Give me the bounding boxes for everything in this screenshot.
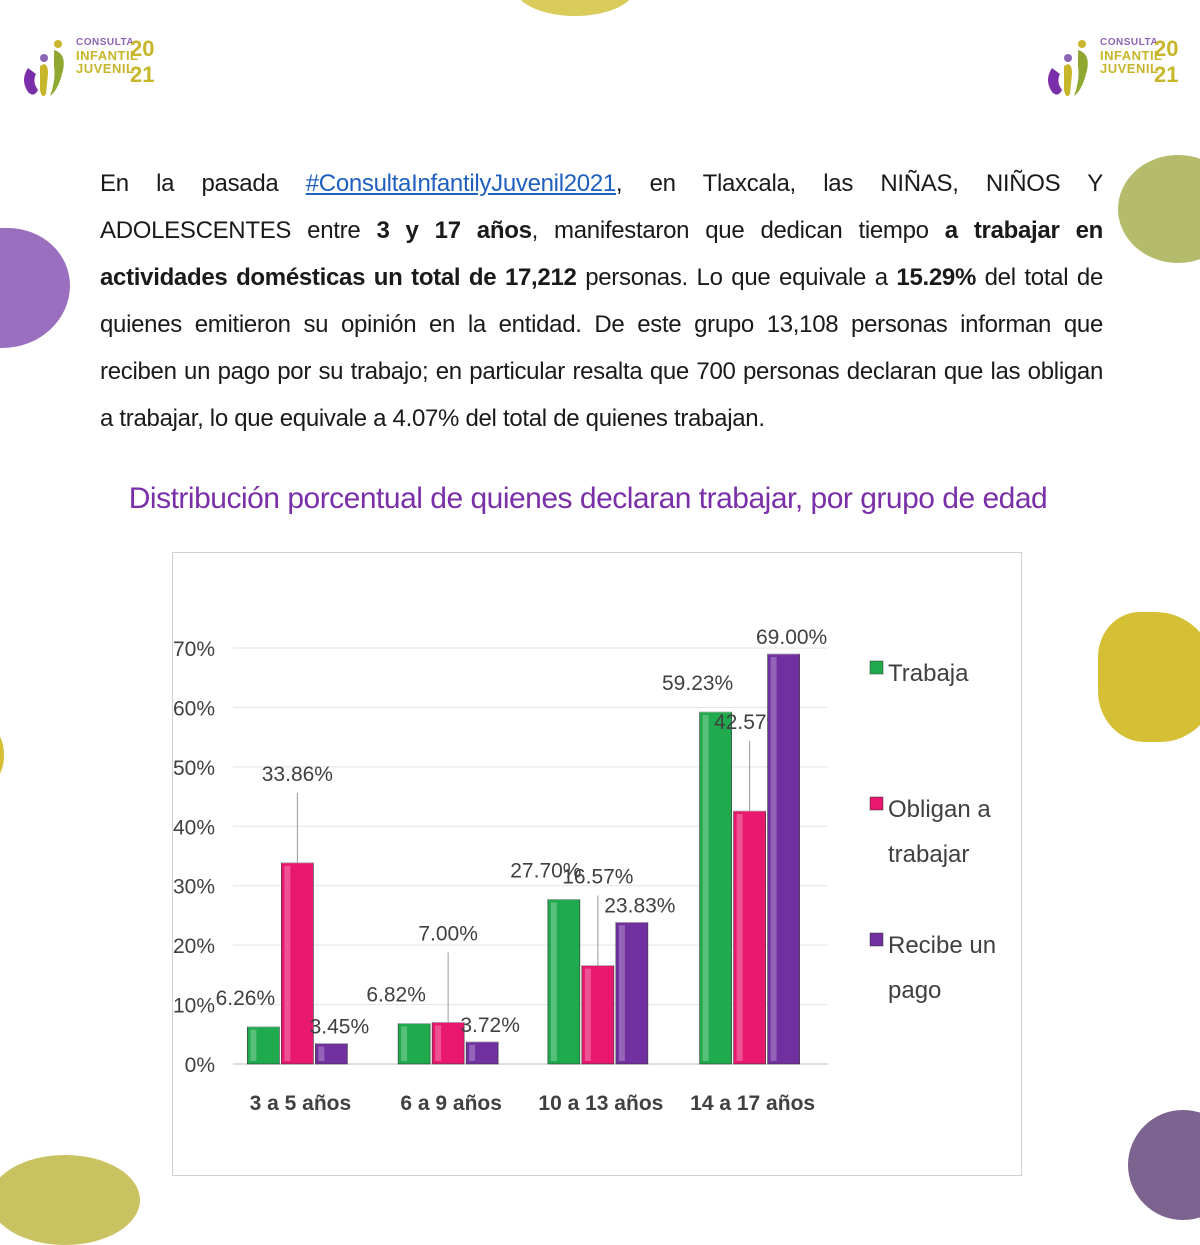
decor-blob-left-yellow (0, 730, 4, 780)
bar (767, 653, 800, 1065)
bar (615, 922, 649, 1065)
bar-highlight (250, 1029, 257, 1061)
bar-highlight (318, 1046, 325, 1061)
logo-line3: JUVENIL (76, 61, 135, 76)
chart-container: 0% 10% 20% 30% 40% 50% 60% 70% 6.26% 33.86% 3.45% 3… (172, 552, 1022, 1176)
chart-title: Distribución porcentual de quienes decla… (128, 482, 1048, 515)
bar (247, 1026, 280, 1065)
logo-mark-icon (1048, 40, 1088, 97)
hashtag-link[interactable]: #ConsultaInfantilyJuvenil2021 (305, 170, 616, 197)
data-label: 16.57% (562, 866, 633, 889)
logo-year-bottom: 21 (1154, 62, 1179, 87)
intro-text-3: , manifestaron que dedican tiempo (531, 217, 945, 244)
intro-text-4: personas. Lo que equivale a (576, 264, 897, 291)
data-label: 7.00% (418, 922, 478, 945)
decor-blob-right-green (1118, 155, 1200, 263)
intro-bold-age: 3 y 17 años (376, 217, 532, 244)
legend-label: Obligan a (888, 796, 991, 823)
bar (397, 1023, 431, 1065)
x-category-label: 6 a 9 años (400, 1092, 502, 1115)
bar (281, 862, 314, 1065)
y-tick-label: 40% (173, 816, 215, 839)
y-tick-label: 30% (173, 876, 215, 899)
legend-swatch (869, 660, 884, 675)
legend-label: Trabaja (888, 660, 969, 687)
bar-highlight (736, 814, 743, 1061)
data-label: 3.45% (310, 1015, 370, 1038)
bar-highlight (401, 1026, 408, 1061)
y-tick-label: 20% (173, 935, 215, 958)
logo-line2: INFANTIL (76, 48, 139, 63)
y-tick-label: 10% (173, 995, 215, 1018)
y-tick-label: 70% (173, 638, 215, 661)
data-label: 6.26% (216, 987, 276, 1010)
logo-line1: CONSULTA (76, 37, 135, 48)
y-tick-label: 50% (173, 757, 215, 780)
logo-line3: JUVENIL (1100, 61, 1159, 76)
logo-line1: CONSULTA (1100, 37, 1159, 48)
legend-label: trabajar (888, 841, 969, 868)
data-label: 6.82% (366, 983, 426, 1006)
data-label: 33.86% (262, 763, 333, 786)
logo-right: CONSULTA INFANTIL JUVENIL 20 21 (1042, 30, 1192, 112)
bar-highlight (584, 968, 591, 1061)
bar-highlight (618, 925, 625, 1061)
data-label: 27.70% (510, 859, 581, 882)
bar (581, 965, 615, 1065)
logo-left: CONSULTA INFANTIL JUVENIL 20 21 (18, 30, 168, 112)
logo-mark-icon (24, 40, 64, 97)
logo-year: 20 21 (1154, 36, 1178, 88)
intro-text-1: En la pasada (100, 170, 306, 197)
logo-year-bottom: 21 (130, 62, 155, 87)
x-category-label: 10 a 13 años (538, 1092, 663, 1115)
bar-highlight (435, 1025, 442, 1061)
legend-swatch (869, 796, 884, 811)
logo-line2: INFANTIL (1100, 48, 1163, 63)
bar-highlight (469, 1044, 476, 1061)
bar (699, 711, 732, 1065)
logo-year-top: 20 (130, 36, 155, 61)
legend-label: pago (888, 977, 941, 1004)
intro-text-5: del total de quienes emitieron su opinió… (100, 264, 1103, 432)
bar-highlight (770, 656, 777, 1061)
y-tick-label: 0% (185, 1054, 215, 1077)
x-category-label: 14 a 17 años (690, 1092, 815, 1115)
data-label: 59.23% (662, 672, 733, 695)
logo-year: 20 21 (130, 36, 154, 88)
legend-label: Recibe un (888, 932, 996, 959)
intro-text-2: , en Tlaxcala, las NIÑAS, NIÑOS Y ADOLES… (100, 170, 1103, 244)
intro-bold-percent: 15.29% (896, 264, 976, 291)
decor-blob-bottom-left (0, 1155, 140, 1245)
data-label: 3.72% (460, 1014, 520, 1037)
decor-blob-top (515, 0, 635, 16)
bar-highlight (284, 865, 291, 1061)
logo-year-top: 20 (1154, 36, 1179, 61)
bar (733, 810, 766, 1065)
legend-swatch (869, 932, 884, 947)
intro-paragraph: En la pasada #ConsultaInfantilyJuvenil20… (100, 160, 1103, 442)
bar-highlight (702, 715, 709, 1061)
bar-chart: 0% 10% 20% 30% 40% 50% 60% 70% 6.26% 33.86% 3.45% 3… (173, 626, 996, 1115)
data-label: 69.00% (756, 626, 827, 649)
decor-blob-right-yellow (1098, 612, 1200, 742)
logo-text: CONSULTA INFANTIL JUVENIL (76, 36, 139, 75)
y-tick-label: 60% (173, 697, 215, 720)
logo-text: CONSULTA INFANTIL JUVENIL (1100, 36, 1163, 75)
bar-highlight (550, 902, 557, 1061)
intro-bold-total: a trabajar en actividades domésticas un … (100, 217, 1103, 291)
decor-blob-bottom-right (1128, 1110, 1200, 1220)
x-category-label: 3 a 5 años (250, 1092, 352, 1115)
data-label: 23.83% (604, 894, 675, 917)
decor-blob-left-purple (0, 228, 70, 348)
